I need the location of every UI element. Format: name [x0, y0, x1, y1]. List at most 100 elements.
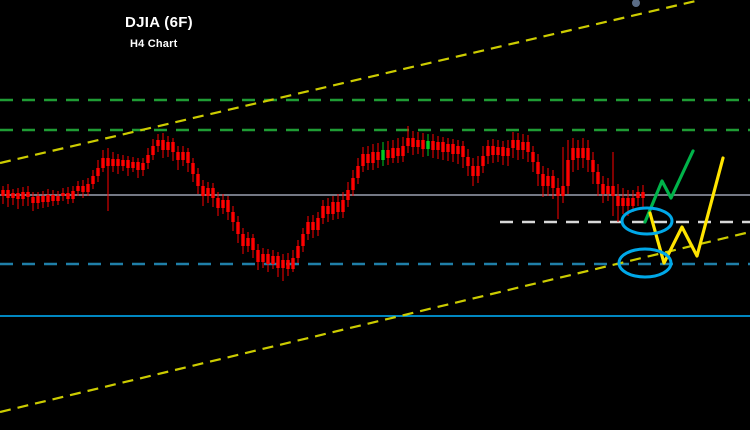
candle-body [226, 200, 230, 212]
candle-body [531, 152, 535, 162]
candle-body [231, 212, 235, 222]
candle-body [636, 192, 640, 198]
candle-body [236, 222, 240, 234]
candle-body [36, 196, 40, 203]
candle-body [536, 162, 540, 174]
candle-body [56, 196, 60, 201]
candle-body [356, 166, 360, 178]
candle-body [596, 172, 600, 184]
candle-body [631, 198, 635, 206]
candle-body [331, 202, 335, 214]
marker-entry-zone-lower [617, 247, 673, 279]
candle-body [541, 174, 545, 186]
candle-body [26, 192, 30, 197]
candle-body [171, 142, 175, 152]
candle-body [376, 152, 380, 160]
candle-body [86, 184, 90, 192]
candle-body [361, 154, 365, 166]
candle-body [506, 148, 510, 156]
candle-body [211, 188, 215, 198]
candle-body [246, 238, 250, 246]
candle-body [291, 258, 295, 269]
candle-body [221, 200, 225, 208]
candle-body [101, 158, 105, 168]
candle-body [6, 190, 10, 198]
candle-body [476, 166, 480, 176]
candle-body [46, 195, 50, 202]
candle-body [146, 155, 150, 163]
candle-body [241, 234, 245, 246]
candle-body [601, 184, 605, 194]
candle-body [346, 190, 350, 200]
candle-body [486, 146, 490, 156]
horizontal-level-lines-group [0, 98, 750, 317]
candle-body [141, 163, 145, 170]
candle-body [466, 157, 470, 166]
candle-body [591, 160, 595, 172]
candlestick-series-group [1, 126, 645, 281]
candle-body [41, 196, 45, 202]
candle-body [301, 234, 305, 246]
candle-body [106, 158, 110, 166]
candle-body [606, 186, 610, 194]
candle-body [316, 218, 320, 230]
candle-body [11, 193, 15, 198]
candle-body [71, 191, 75, 199]
candle-body [1, 190, 5, 196]
candle-body [421, 140, 425, 149]
candle-body [426, 141, 430, 149]
candle-body [516, 140, 520, 150]
candle-body [566, 160, 570, 186]
candle-body [61, 193, 65, 196]
candle-body [406, 138, 410, 146]
marker-top-artifact [632, 0, 640, 7]
candle-body [166, 142, 170, 150]
candle-body [371, 152, 375, 163]
trendline-upper-channel [0, 0, 701, 165]
candle-body [546, 176, 550, 186]
candle-body [96, 168, 100, 176]
candle-body [16, 193, 20, 199]
candle-body [366, 154, 370, 163]
candle-body [266, 254, 270, 264]
candle-body [336, 202, 340, 212]
candle-body [131, 162, 135, 168]
candle-body [561, 186, 565, 196]
marker-entry-zone-upper [620, 206, 674, 236]
candle-body [161, 140, 165, 150]
candle-body [641, 192, 645, 198]
candle-body [261, 254, 265, 262]
candle-body [111, 159, 115, 166]
candle-body [401, 146, 405, 156]
candle-body [461, 146, 465, 157]
candle-body [186, 152, 190, 163]
candle-body [76, 186, 80, 191]
candle-body [286, 260, 290, 269]
candle-body [216, 198, 220, 208]
candle-body [91, 176, 95, 184]
candle-body [551, 176, 555, 188]
candle-body [181, 152, 185, 160]
candle-body [311, 222, 315, 230]
candle-body [196, 174, 200, 186]
candle-body [66, 193, 70, 199]
candle-body [611, 186, 615, 196]
candle-body [306, 222, 310, 234]
candle-body [481, 156, 485, 166]
candle-body [416, 140, 420, 147]
candle-body [256, 250, 260, 262]
candle-body [511, 140, 515, 148]
candle-body [526, 142, 530, 152]
candle-body [521, 142, 525, 150]
projection-pullback-yellow-path [648, 156, 725, 265]
candle-body [471, 166, 475, 176]
candle-body [276, 256, 280, 268]
candle-body [626, 198, 630, 206]
candle-body [436, 142, 440, 150]
candle-body [326, 206, 330, 214]
candle-body [386, 150, 390, 158]
candle-body [351, 178, 355, 190]
